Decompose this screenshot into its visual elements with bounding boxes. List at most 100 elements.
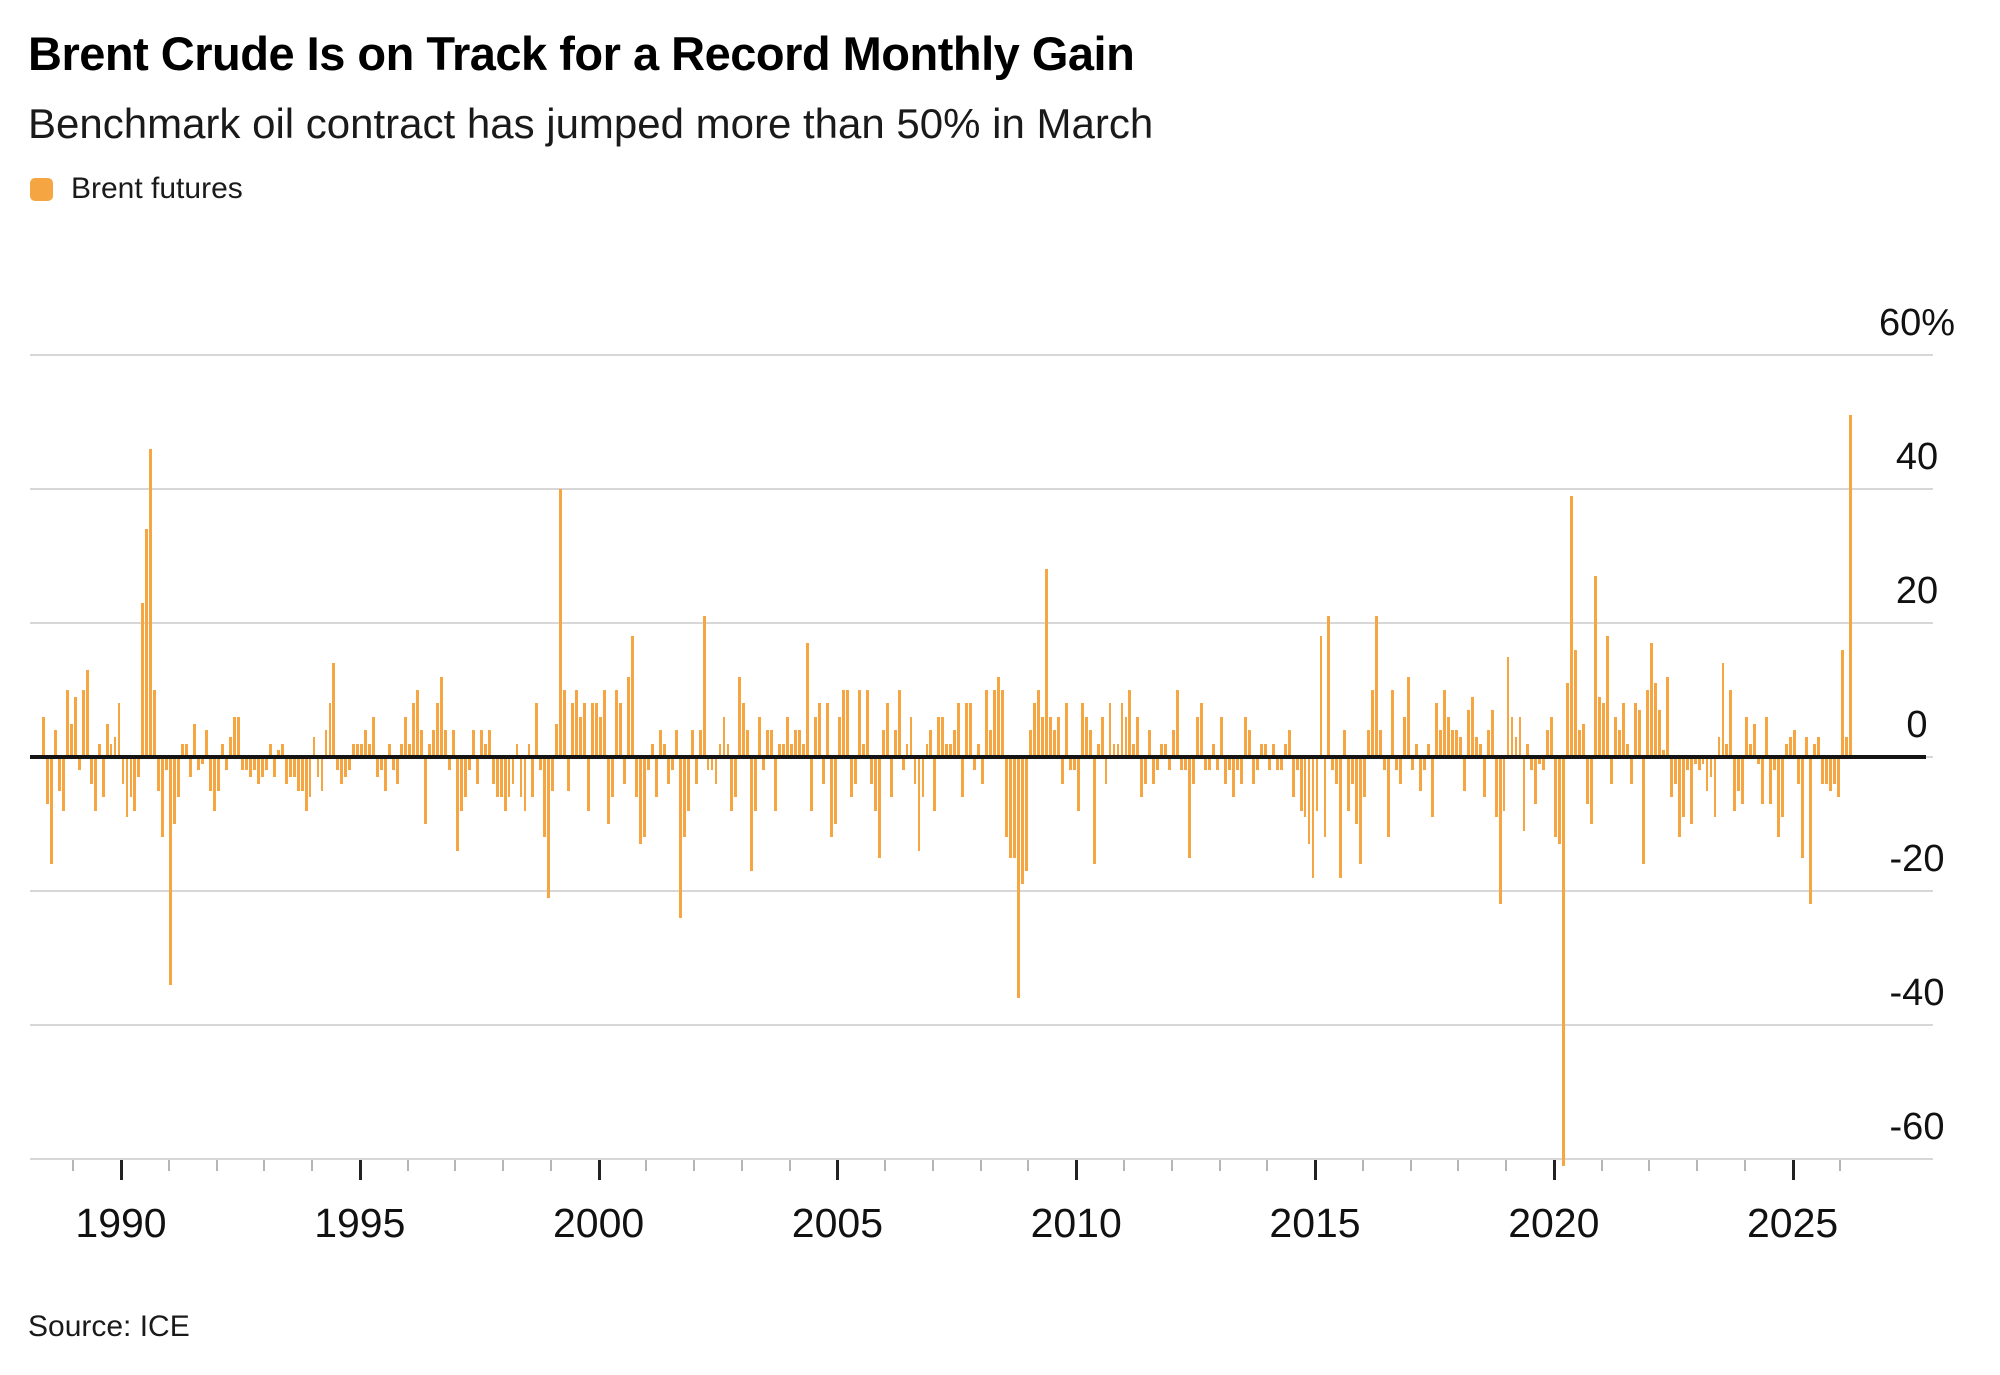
bar [1629,757,1633,784]
bar [165,757,169,771]
bar [1618,730,1621,757]
x-tick-major [597,1160,601,1180]
bar [276,750,280,757]
x-tick-minor [1743,1160,1746,1171]
x-tick-minor [215,1160,218,1171]
bar [1729,690,1733,757]
x-tick-major [1791,1160,1795,1180]
bar [1689,757,1693,824]
bar [1224,757,1227,784]
bar [599,716,603,757]
bar [1538,757,1542,764]
bar [105,723,109,757]
bar [583,703,587,757]
bar [145,529,149,757]
bar [1036,690,1040,757]
bar [376,757,380,778]
bar [467,757,471,771]
bar [1733,757,1737,811]
x-tick-minor [1457,1160,1460,1171]
bar [1044,569,1048,757]
bar [714,757,718,784]
bar [1148,730,1152,757]
bar [1781,757,1785,818]
x-axis-label: 2025 [1746,1200,1839,1246]
bar [435,703,439,757]
bar [300,757,304,791]
bar [49,757,53,865]
bar [1283,743,1287,757]
bar [833,757,837,824]
bar [734,757,738,798]
bar [1582,723,1586,757]
bar [1096,743,1100,757]
bar [1602,703,1605,757]
bar [1092,757,1096,865]
bar [344,757,348,778]
bar [1395,757,1399,771]
bar [61,757,65,811]
bar [1132,743,1136,757]
bar [45,757,49,804]
bar [1753,723,1757,757]
source-note: Source: ICE [28,1310,190,1343]
bar [1120,703,1124,757]
bar [822,757,825,784]
bar [1128,690,1132,757]
bar [1001,690,1004,757]
bar [1235,757,1239,771]
bar [57,757,61,791]
legend-swatch-icon [30,177,53,201]
bar [260,757,264,778]
bar [1622,703,1625,757]
bar [1725,743,1729,757]
bar [1009,757,1012,858]
bar [400,743,404,757]
bar [93,757,97,811]
bar [1355,757,1359,824]
x-tick-minor [788,1160,791,1171]
x-tick-major [836,1160,840,1180]
bar [587,757,591,811]
bar [706,757,710,771]
bar [1188,757,1192,858]
bar [225,757,228,771]
bar [961,757,965,798]
bar [451,730,455,757]
bar [392,757,396,771]
x-tick-minor [1409,1160,1412,1171]
bar [1295,757,1299,771]
bar [630,636,634,757]
bar [515,743,519,757]
bar [1530,757,1534,771]
y-gridline [30,890,1933,892]
bar [826,703,829,757]
bar [1701,757,1705,764]
bar [424,757,427,824]
y-axis-label: -20 [1889,838,1945,880]
bar [945,743,949,757]
bar [1486,730,1490,757]
bar [1383,757,1387,771]
bar [893,730,897,757]
bar [1017,757,1020,999]
bar [650,743,654,757]
bar [1454,730,1458,757]
bar [774,757,778,811]
bar [149,448,153,757]
bar [117,703,121,757]
bar [1558,757,1562,845]
bar [340,757,344,784]
bar [698,730,702,757]
bar [1832,757,1836,784]
bar [1220,716,1223,757]
bar [1371,690,1375,757]
bar [829,757,833,838]
bar [1287,730,1291,757]
bar [877,757,881,858]
bar [1136,716,1140,757]
bar [917,757,921,851]
bar [865,690,869,757]
bar [1100,716,1104,757]
bar [567,757,571,791]
